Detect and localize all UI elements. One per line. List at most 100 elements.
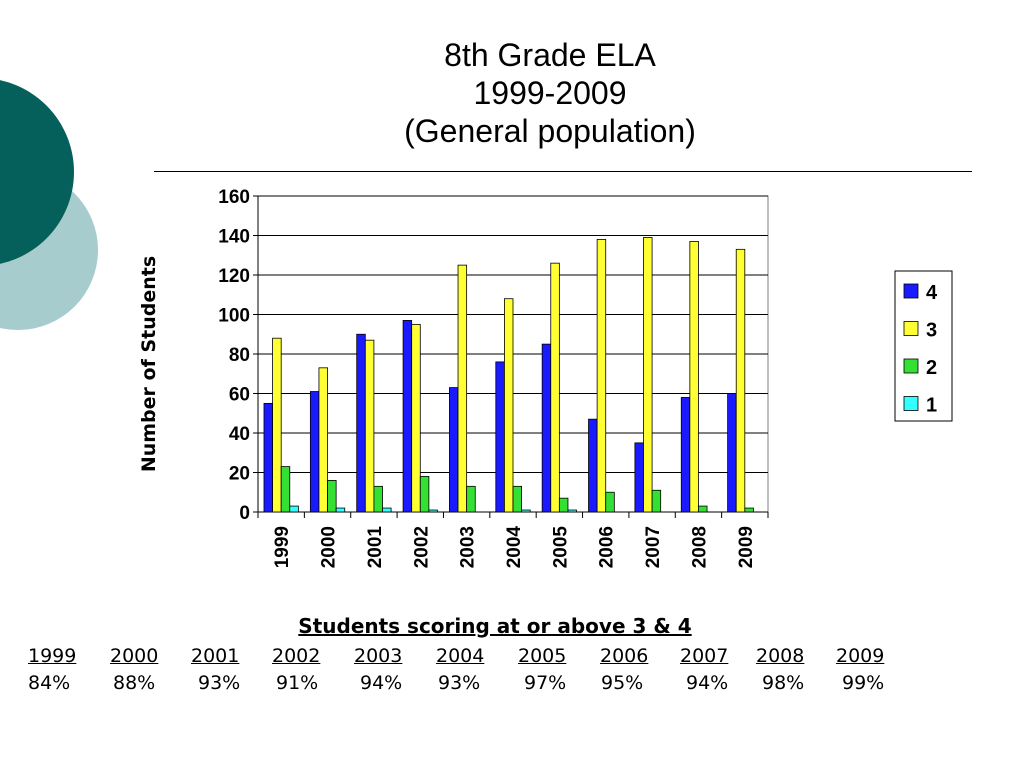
slide-title: 8th Grade ELA 1999-2009 (General populat… xyxy=(150,36,950,150)
x-tick-label: 2008 xyxy=(689,526,710,568)
y-tick-label: 0 xyxy=(239,503,250,524)
title-line-3: (General population) xyxy=(404,113,696,149)
legend-label-2: 2 xyxy=(926,357,937,379)
bar-1-2005 xyxy=(567,509,577,513)
summary-percent: 95% xyxy=(601,672,644,694)
bar-3-2005 xyxy=(550,262,560,513)
summary-percent: 94% xyxy=(686,672,729,694)
bar-4-1999 xyxy=(263,402,273,513)
bar-2-2004 xyxy=(512,485,523,513)
x-tick-label: 2003 xyxy=(458,526,479,568)
x-tick-label: 2000 xyxy=(319,526,340,568)
bar-4-2007 xyxy=(634,442,644,513)
summary-year: 2004 xyxy=(436,645,485,667)
legend-label-1: 1 xyxy=(926,395,937,417)
summary-year: 2008 xyxy=(756,645,805,667)
bar-3-2004 xyxy=(503,298,514,513)
bar-3-2001 xyxy=(364,339,375,513)
bar-1-2000 xyxy=(335,507,346,513)
legend-box xyxy=(894,270,953,422)
y-tick-label: 140 xyxy=(218,227,250,248)
bar-4-2005 xyxy=(541,343,552,513)
summary-percent: 91% xyxy=(276,672,319,694)
summary-percent: 93% xyxy=(198,672,241,694)
x-tick-label: 2009 xyxy=(736,526,757,568)
x-tick-label: 2006 xyxy=(597,526,618,568)
x-tick-label: 2005 xyxy=(550,526,571,569)
bar-4-2003 xyxy=(449,387,459,513)
y-tick-label: 60 xyxy=(229,385,250,406)
bar-1-2001 xyxy=(382,507,392,513)
legend-label-4: 4 xyxy=(926,282,938,304)
summary-year: 2006 xyxy=(600,645,649,667)
decorative-circles xyxy=(0,80,98,330)
bar-3-1999 xyxy=(272,337,282,513)
summary-year: 2009 xyxy=(836,645,885,667)
legend-swatch-4 xyxy=(903,283,919,299)
legend-swatch-2 xyxy=(903,358,919,374)
y-tick-label: 80 xyxy=(229,345,250,366)
bar-chart: 0 20 40 60 80 100 120 140 160 Number of Students 1… xyxy=(138,187,953,569)
bar-4-2000 xyxy=(309,391,320,513)
summary-percent: 99% xyxy=(842,672,885,694)
x-tick-label: 2002 xyxy=(411,526,432,568)
summary-percent: 97% xyxy=(524,672,567,694)
bar-4-2009 xyxy=(727,393,737,513)
summary-year: 2005 xyxy=(518,645,567,667)
x-tick-label: 2007 xyxy=(643,526,664,568)
bar-1-2004 xyxy=(521,509,531,513)
bar-2-2003 xyxy=(466,485,476,513)
bar-2-1999 xyxy=(280,466,291,513)
bar-3-2006 xyxy=(596,239,607,513)
summary-year: 2007 xyxy=(680,645,729,667)
y-tick-label: 120 xyxy=(218,266,250,287)
summary-percent: 94% xyxy=(360,672,403,694)
summary-year: 1999 xyxy=(28,645,77,667)
bar-2-2000 xyxy=(327,479,337,513)
bar-4-2008 xyxy=(680,397,691,513)
summary-heading: Students scoring at or above 3 & 4 xyxy=(298,614,692,638)
bar-1-1999 xyxy=(289,505,299,513)
bar-3-2003 xyxy=(457,264,468,513)
title-line-1: 8th Grade ELA xyxy=(444,37,656,73)
bar-3-2002 xyxy=(411,323,421,513)
summary-percent: 84% xyxy=(28,672,71,694)
summary-percent: 98% xyxy=(762,672,805,694)
bar-3-2000 xyxy=(318,367,328,513)
summary-percent: 93% xyxy=(438,672,481,694)
bar-2-2005 xyxy=(558,497,569,513)
summary-year: 2001 xyxy=(191,645,240,667)
x-tick-label: 2004 xyxy=(504,526,525,569)
y-tick-label: 20 xyxy=(229,464,250,485)
bar-2-2008 xyxy=(698,505,708,513)
bar-4-2002 xyxy=(402,320,413,513)
legend-label-3: 3 xyxy=(926,320,937,342)
x-tick-label: 1999 xyxy=(272,526,293,568)
bar-4-2001 xyxy=(356,333,366,513)
summary-percent: 88% xyxy=(113,672,156,694)
bar-3-2008 xyxy=(689,241,699,513)
bar-2-2007 xyxy=(651,489,662,513)
summary-year: 2003 xyxy=(354,645,403,667)
title-line-2: 1999-2009 xyxy=(473,75,627,111)
bar-2-2006 xyxy=(605,491,615,513)
title-divider xyxy=(154,171,972,172)
x-tick-label: 2001 xyxy=(365,526,386,569)
y-tick-label: 160 xyxy=(218,187,250,208)
bar-2-2001 xyxy=(373,485,383,513)
bar-2-2009 xyxy=(744,507,754,513)
bar-4-2006 xyxy=(588,418,598,513)
bar-1-2002 xyxy=(428,509,438,513)
y-axis-label: Number of Students xyxy=(138,256,160,472)
bar-3-2007 xyxy=(643,237,653,513)
bar-2-2002 xyxy=(419,476,430,513)
legend-swatch-3 xyxy=(903,321,919,336)
legend-swatch-1 xyxy=(903,396,919,411)
dark-circle xyxy=(0,80,74,264)
y-tick-label: 40 xyxy=(229,424,250,445)
bar-3-2009 xyxy=(735,248,746,513)
bar-4-2004 xyxy=(495,361,505,513)
summary-year: 2002 xyxy=(272,645,321,667)
summary-year: 2000 xyxy=(110,645,159,667)
y-tick-label: 100 xyxy=(218,306,250,327)
